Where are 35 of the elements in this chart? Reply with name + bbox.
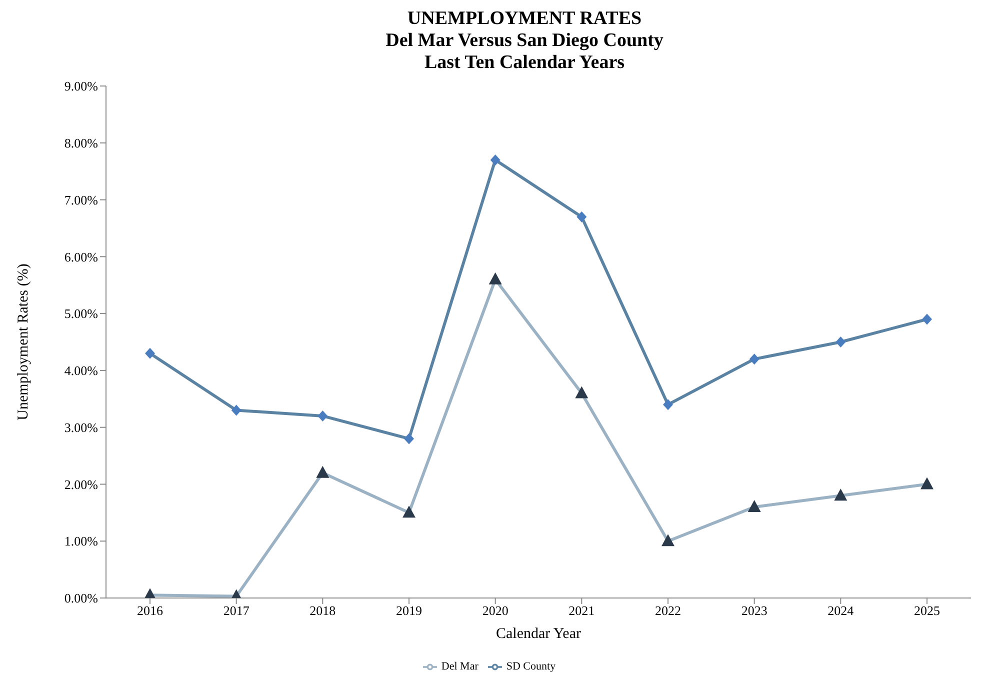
x-tick-label: 2021 [568,603,595,618]
x-tick-label: 2022 [655,603,681,618]
x-tick-label: 2020 [482,603,508,618]
legend-label: Del Mar [441,660,478,673]
y-tick-label: 0.00% [64,590,98,606]
x-tick-label: 2024 [828,603,854,618]
y-axis-title: Unemployment Rates (%) [15,264,32,420]
x-tick-label: 2018 [310,603,336,618]
chart-title: UNEMPLOYMENT RATES Del Mar Versus San Diego County Last Ten Calendar Years [384,8,664,74]
legend-label: SD County [506,660,556,673]
point [749,354,760,365]
y-tick-label: 9.00% [64,78,98,94]
y-tick-label: 5.00% [64,306,98,322]
point [318,410,328,422]
point [231,404,242,416]
y-tick-label: 1.00% [64,534,98,549]
point [490,154,500,166]
y-tick-label: 6.00% [64,249,98,264]
point [663,399,673,410]
point [576,211,587,222]
x-tick-label: 2019 [396,603,422,618]
y-tick-label: 2.00% [64,476,98,492]
point [404,433,414,444]
y-tick-label: 4.00% [64,363,98,378]
x-tick-label: 2017 [223,603,250,618]
point [922,314,932,325]
x-axis-title: Calendar Year [496,626,581,642]
point [836,336,846,348]
x-tick-label: 2025 [914,603,940,618]
y-tick-label: 7.00% [64,192,98,208]
x-tick-label: 2016 [137,603,164,618]
y-tick-label: 8.00% [64,136,98,151]
x-tick-label: 2023 [741,603,768,618]
y-tick-label: 3.00% [64,420,98,435]
point [145,348,155,359]
